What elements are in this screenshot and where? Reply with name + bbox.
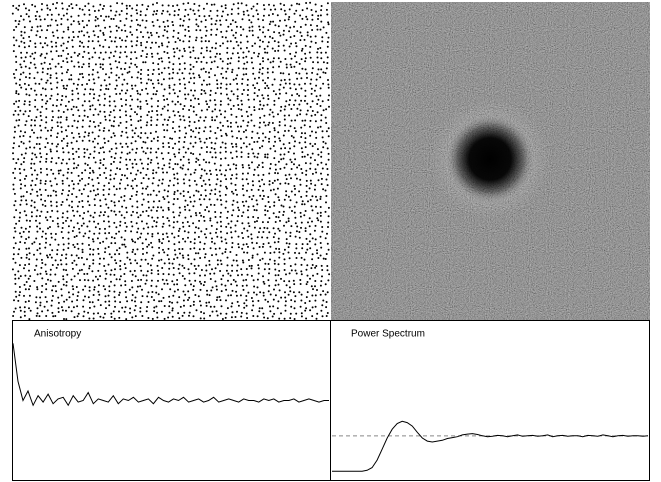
power-spectrum-panel [330,320,650,481]
panel-title: Power Spectrum [351,329,425,340]
point-set-panel [12,2,330,320]
panel-title: Anisotropy [34,329,81,340]
curve [332,420,649,472]
curve [12,343,329,407]
spectrum-center [430,99,550,219]
